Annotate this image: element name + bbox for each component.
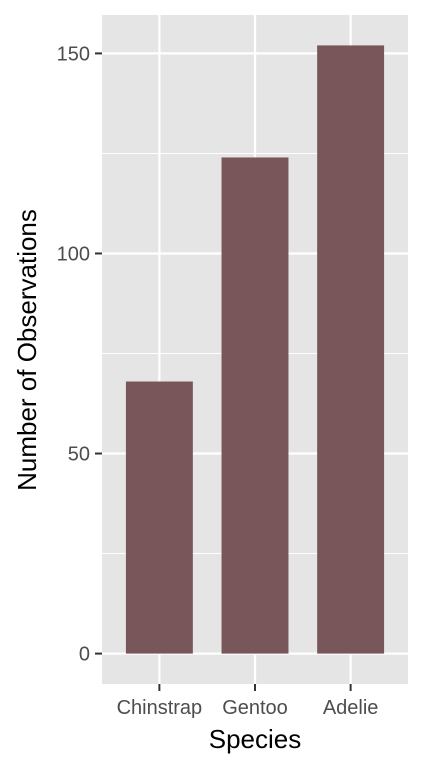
y-axis-title: Number of Observations [12,209,42,491]
y-tick-label: 150 [57,43,90,65]
x-axis: Chinstrap Gentoo Adelie [117,684,379,719]
bars [125,45,385,654]
x-tick-label-adelie: Adelie [323,697,379,719]
y-tick-label: 100 [57,243,90,265]
y-axis: 0 50 100 150 [57,43,102,666]
x-tick-label-gentoo: Gentoo [222,697,288,719]
bar-gentoo [221,157,289,654]
x-tick-label-chinstrap: Chinstrap [117,697,203,719]
y-tick-label: 0 [79,644,90,666]
y-tick-label: 50 [68,444,90,466]
bar-adelie [317,45,385,654]
bar-chinstrap [125,381,193,654]
x-axis-title: Species [209,724,302,754]
